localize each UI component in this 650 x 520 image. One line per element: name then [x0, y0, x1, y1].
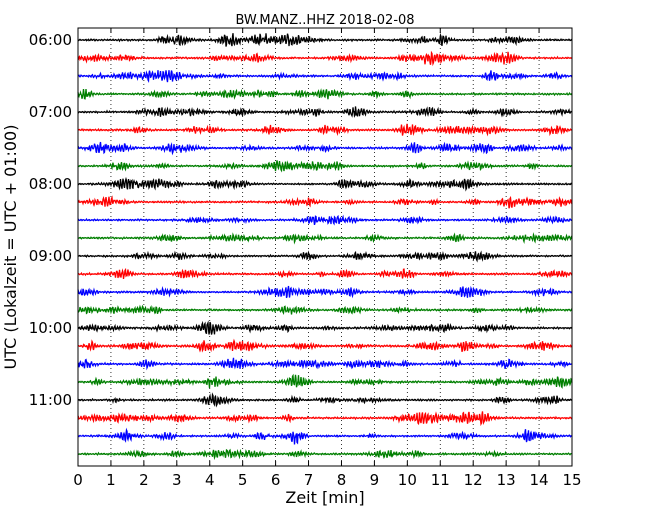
x-tick-label: 1: [106, 471, 116, 489]
y-tick-label: 10:00: [29, 319, 72, 337]
seismic-trace: [77, 214, 573, 226]
plot-frame: [77, 27, 573, 467]
seismic-trace: [77, 176, 573, 192]
seismic-trace: [77, 304, 573, 316]
y-tick-label: 11:00: [29, 391, 72, 409]
seismic-trace: [77, 427, 573, 445]
x-axis-label: Zeit [min]: [285, 488, 364, 507]
seismic-trace: [77, 448, 573, 461]
x-tick-label: 9: [370, 471, 380, 489]
seismic-trace: [77, 195, 573, 209]
seismic-trace: [77, 250, 573, 263]
seismic-trace: [77, 106, 573, 118]
x-tick-label: 11: [431, 471, 450, 489]
seismic-trace: [77, 357, 573, 371]
seismic-trace: [77, 160, 573, 173]
seismic-trace: [77, 285, 573, 299]
seismic-trace: [77, 88, 573, 100]
y-tick-label: 07:00: [29, 103, 72, 121]
seismic-trace: [77, 70, 573, 84]
x-tick-label: 10: [398, 471, 417, 489]
x-tick-label: 4: [205, 471, 215, 489]
seismic-trace: [77, 141, 573, 156]
x-tick-label: 14: [530, 471, 549, 489]
y-tick-label: 08:00: [29, 175, 72, 193]
x-tick-label: 6: [271, 471, 281, 489]
seismic-trace: [77, 392, 573, 408]
seismic-trace: [77, 411, 573, 427]
x-tick-label: 12: [464, 471, 483, 489]
x-tick-label: 3: [172, 471, 182, 489]
seismic-trace: [77, 267, 573, 280]
seismic-trace: [77, 50, 573, 67]
x-axis-ticks: 0 1 2 3 4 5 6 7 8 9 10 11 12 13 14 15: [73, 28, 582, 489]
x-tick-label: 15: [562, 471, 581, 489]
y-tick-label: 06:00: [29, 31, 72, 49]
x-tick-label: 2: [139, 471, 149, 489]
y-axis-ticks: 06:00 07:00 08:00 09:00 10:00 11:00: [29, 31, 572, 409]
seismic-trace: [77, 373, 573, 389]
seismic-trace: [77, 338, 573, 353]
seismic-trace: [77, 32, 573, 47]
x-tick-label: 5: [238, 471, 248, 489]
y-axis-label: UTC (Lokalzeit = UTC + 01:00): [1, 125, 20, 370]
x-tick-label: 0: [73, 471, 83, 489]
seismic-trace: [77, 123, 573, 137]
x-tick-label: 7: [304, 471, 314, 489]
seismic-traces: [77, 32, 573, 461]
seismic-trace: [77, 232, 573, 245]
x-tick-label: 8: [337, 471, 347, 489]
y-tick-label: 09:00: [29, 247, 72, 265]
chart-title: BW.MANZ..HHZ 2018-02-08: [235, 13, 414, 28]
seismic-trace: [77, 320, 573, 335]
x-tick-label: 13: [497, 471, 516, 489]
